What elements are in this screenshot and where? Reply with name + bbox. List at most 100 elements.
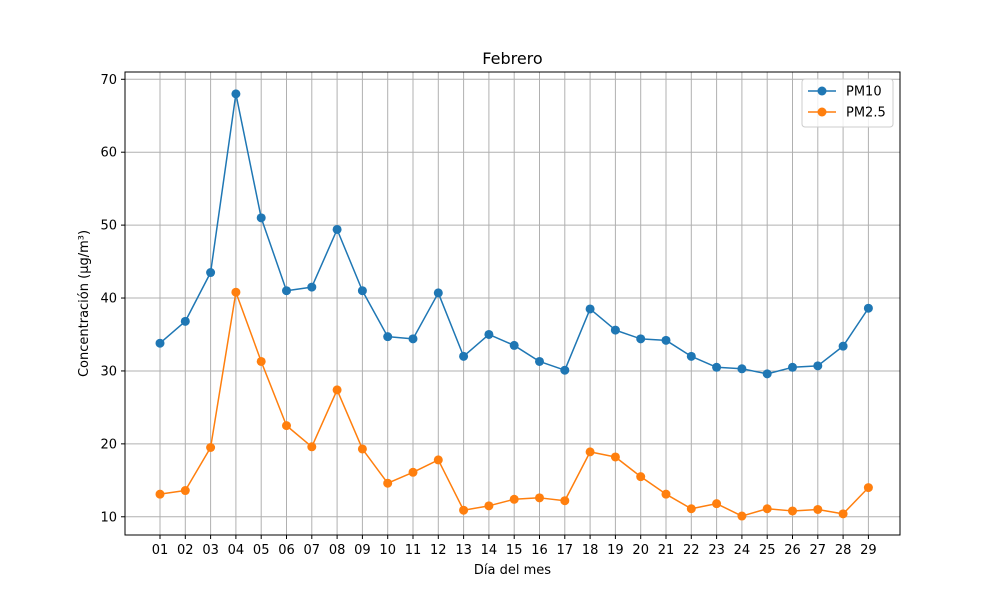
x-tick-label: 13	[455, 543, 472, 558]
x-tick-label: 15	[506, 543, 523, 558]
data-point	[610, 325, 620, 335]
x-tick-label: 08	[329, 543, 346, 558]
data-point	[788, 362, 797, 372]
data-point	[433, 288, 443, 298]
legend-marker-pm10	[817, 86, 827, 96]
x-tick-label: 11	[405, 543, 422, 558]
y-tick-label: 60	[100, 146, 117, 161]
data-point	[762, 504, 772, 514]
x-tick-label: 17	[557, 543, 574, 558]
data-point	[636, 472, 646, 482]
x-tick-label: 24	[734, 543, 751, 558]
data-point	[484, 329, 494, 339]
data-point	[838, 341, 848, 351]
x-tick-label: 21	[658, 543, 675, 558]
x-tick-label: 29	[860, 543, 877, 558]
data-point	[282, 421, 291, 431]
data-point	[863, 483, 873, 493]
series-pm25	[155, 287, 873, 521]
data-point	[231, 89, 241, 99]
data-point	[332, 224, 342, 234]
data-point	[788, 506, 797, 516]
legend: PM10 PM2.5	[801, 78, 894, 128]
legend-label-pm10: PM10	[846, 85, 882, 100]
data-point	[509, 340, 519, 350]
data-point	[712, 362, 722, 372]
data-point	[231, 287, 241, 297]
data-point	[560, 496, 570, 506]
y-tick-label: 70	[100, 73, 117, 88]
data-point	[585, 304, 595, 314]
x-tick-label: 12	[430, 543, 447, 558]
x-tick-label: 25	[759, 543, 776, 558]
series-layer	[155, 89, 873, 521]
data-point	[484, 501, 494, 511]
data-point	[762, 369, 772, 379]
y-tick-label: 10	[100, 510, 117, 525]
x-tick-label: 20	[632, 543, 649, 558]
x-tick-label: 06	[278, 543, 295, 558]
data-point	[686, 504, 696, 514]
data-point	[712, 499, 722, 509]
data-point	[813, 504, 823, 514]
legend-marker-pm25	[817, 107, 827, 117]
y-tick-label: 30	[100, 364, 117, 379]
x-tick-label: 04	[228, 543, 245, 558]
x-tick-label: 18	[582, 543, 599, 558]
y-tick-label: 40	[100, 292, 117, 307]
data-point	[813, 361, 823, 371]
x-tick-label: 27	[810, 543, 827, 558]
x-tick-label: 14	[481, 543, 498, 558]
data-point	[180, 486, 190, 496]
data-point	[610, 452, 620, 462]
data-point	[357, 286, 367, 296]
plot-frame	[124, 71, 901, 536]
x-tick-label: 02	[177, 543, 194, 558]
x-tick-label: 16	[531, 543, 548, 558]
data-point	[585, 447, 595, 457]
data-point	[206, 443, 216, 453]
data-point	[408, 334, 418, 344]
data-point	[408, 467, 418, 477]
data-point	[535, 493, 544, 503]
legend-entry-pm10: PM10	[808, 85, 882, 100]
y-axis: 10 20 30 40 50 60 70	[100, 73, 125, 525]
data-point	[661, 335, 671, 345]
data-point	[838, 509, 848, 519]
data-point	[307, 282, 317, 292]
x-tick-label: 26	[784, 543, 801, 558]
x-tick-label: 23	[708, 543, 725, 558]
y-tick-label: 50	[100, 219, 117, 234]
data-point	[357, 444, 367, 454]
x-axis-label: Día del mes	[474, 563, 551, 578]
data-point	[155, 338, 165, 348]
data-point	[509, 494, 519, 504]
data-point	[737, 364, 747, 374]
series-pm10	[155, 89, 873, 379]
y-axis-label: Concentración (µg/m³)	[77, 230, 92, 377]
x-tick-label: 03	[202, 543, 219, 558]
x-tick-label: 09	[354, 543, 371, 558]
data-point	[155, 489, 165, 499]
x-tick-label: 01	[152, 543, 169, 558]
data-point	[180, 316, 190, 326]
data-point	[282, 286, 291, 296]
data-point	[863, 303, 873, 313]
data-point	[636, 334, 646, 344]
data-point	[433, 455, 443, 465]
data-point	[459, 505, 469, 515]
data-point	[686, 351, 696, 361]
data-point	[307, 442, 317, 452]
data-point	[256, 356, 266, 366]
data-point	[256, 213, 266, 223]
data-point	[459, 351, 469, 361]
grid-layer	[125, 72, 900, 535]
data-point	[535, 356, 544, 366]
x-tick-label: 22	[683, 543, 700, 558]
x-axis: 01 02 03 04 05 06 07 08 09 10 11 12 13 14 15 16 17 18 19 20…	[152, 535, 877, 558]
data-point	[332, 385, 342, 395]
data-point	[206, 268, 216, 278]
data-point	[383, 332, 393, 342]
